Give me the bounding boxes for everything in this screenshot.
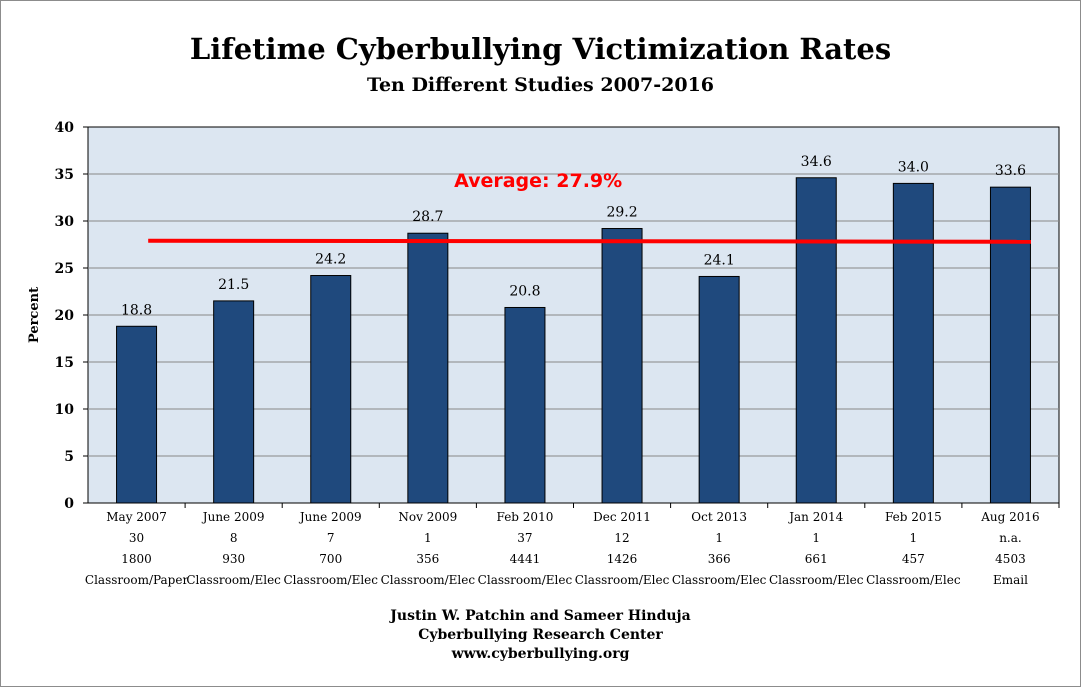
y-axis-label: Percent (27, 287, 42, 343)
category-detail-label: Classroom/Elec (478, 573, 573, 587)
data-label: 28.7 (412, 209, 443, 225)
footer-website: www.cyberbullying.org (451, 646, 630, 662)
bar (213, 300, 255, 504)
data-label: 33.6 (995, 163, 1026, 179)
data-label: 20.8 (509, 283, 540, 299)
category-detail-label: Classroom/Elec (283, 573, 378, 587)
bar (892, 182, 934, 504)
category-detail-label: 1426 (607, 552, 638, 566)
bars (116, 177, 1031, 504)
data-label: 18.8 (121, 302, 152, 318)
bar (310, 275, 352, 504)
chart-title: Lifetime Cyberbullying Victimization Rat… (189, 32, 892, 66)
category-detail-label: Email (993, 573, 1028, 587)
data-label: 24.2 (315, 252, 346, 268)
category-detail-label: 1 (424, 531, 432, 545)
bar (116, 325, 158, 504)
bar (504, 306, 546, 504)
bar (407, 232, 449, 504)
data-label: 34.6 (801, 154, 832, 170)
y-tick-label: 35 (55, 167, 74, 183)
category-detail-label: n.a. (999, 531, 1022, 545)
category-label: June 2009 (201, 510, 265, 524)
category-detail-label: Classroom/Elec (381, 573, 476, 587)
y-tick-label: 25 (55, 261, 74, 277)
average-label: Average: 27.9% (454, 170, 622, 192)
category-label: Nov 2009 (398, 510, 457, 524)
category-labels: May 2007 30 1800 Classroom/Paper June 2009 8 9… (85, 510, 1040, 587)
chart-subtitle: Ten Different Studies 2007-2016 (366, 74, 715, 96)
y-tick-label: 30 (55, 214, 75, 230)
category-detail-label: Classroom/Elec (672, 573, 767, 587)
data-label: 21.5 (218, 277, 249, 293)
data-label: 34.0 (898, 159, 929, 175)
data-label: 29.2 (606, 205, 637, 221)
category-detail-label: 661 (805, 552, 828, 566)
category-label: June 2009 (298, 510, 362, 524)
average-line (148, 238, 1032, 244)
category-detail-label: 4503 (995, 552, 1026, 566)
category-label: Feb 2015 (885, 510, 942, 524)
y-tick-label: 15 (55, 355, 74, 371)
category-detail-label: Classroom/Elec (866, 573, 961, 587)
bar (698, 275, 740, 504)
category-label: Dec 2011 (593, 510, 651, 524)
y-tick-label: 40 (55, 120, 75, 136)
data-labels: 18.8 21.5 24.2 28.7 20.8 29.2 24.1 34.6 34.0 33.6 (121, 154, 1026, 319)
category-detail-label: 930 (222, 552, 245, 566)
footer-organization: Cyberbullying Research Center (418, 627, 663, 643)
category-detail-label: 4441 (510, 552, 541, 566)
category-detail-label: Classroom/Paper (85, 573, 189, 587)
category-label: Aug 2016 (980, 510, 1039, 524)
category-detail-label: 356 (416, 552, 439, 566)
category-detail-label: 457 (902, 552, 925, 566)
category-detail-label: Classroom/Elec (186, 573, 281, 587)
category-detail-label: 1 (812, 531, 820, 545)
y-tick-label: 0 (64, 496, 74, 512)
category-detail-label: 7 (327, 531, 335, 545)
y-tick-label: 5 (64, 449, 74, 465)
bar (989, 186, 1031, 504)
category-detail-label: Classroom/Elec (769, 573, 864, 587)
bar (795, 177, 837, 504)
footer-authors: Justin W. Patchin and Sameer Hinduja (390, 608, 691, 624)
category-label: Feb 2010 (497, 510, 554, 524)
category-detail-label: 1800 (121, 552, 152, 566)
bar (601, 228, 643, 504)
category-detail-label: Classroom/Elec (575, 573, 670, 587)
data-label: 24.1 (704, 252, 735, 268)
category-detail-label: 700 (319, 552, 342, 566)
category-detail-label: 1 (910, 531, 918, 545)
y-tick-label: 10 (55, 402, 75, 418)
category-detail-label: 12 (614, 531, 629, 545)
axes: 0 5 10 15 20 25 30 35 40 (55, 120, 1060, 512)
category-detail-label: 366 (708, 552, 731, 566)
category-detail-label: 37 (517, 531, 532, 545)
average-annotation: Average: 27.9% (148, 170, 1032, 244)
category-label: Oct 2013 (691, 510, 747, 524)
category-detail-label: 1 (715, 531, 723, 545)
category-detail-label: 30 (129, 531, 144, 545)
category-label: Jan 2014 (787, 510, 843, 524)
category-detail-label: 8 (230, 531, 238, 545)
y-tick-label: 20 (55, 308, 75, 324)
category-label: May 2007 (106, 510, 167, 524)
